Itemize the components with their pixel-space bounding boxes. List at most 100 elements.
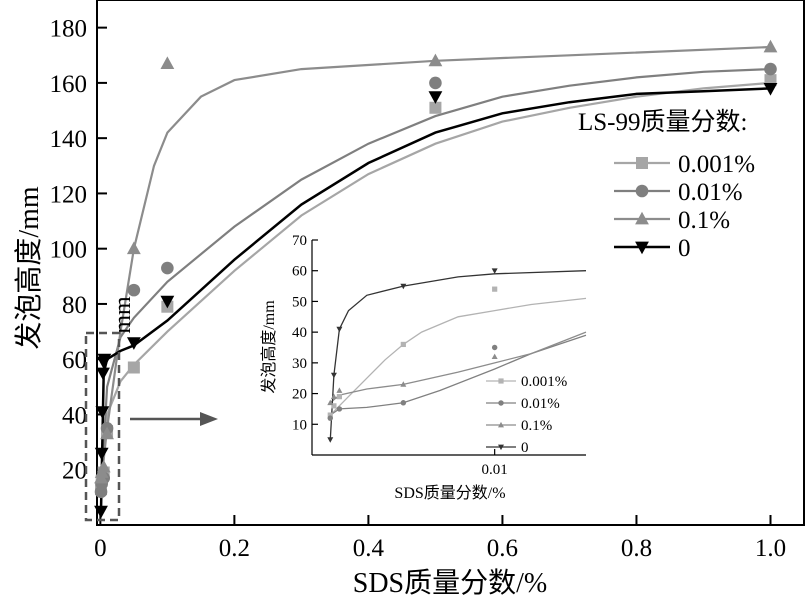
inset-point-triangle-up <box>400 381 407 387</box>
main-data-points <box>94 39 778 519</box>
main-point-triangle-down <box>94 505 108 519</box>
main-point-triangle-down <box>160 295 175 309</box>
main-point-triangle-up <box>126 241 141 255</box>
inset-y-tick-label: 60 <box>292 264 307 280</box>
main-curve-triangle-up <box>99 45 771 484</box>
main-legend-items: 0.001%0.01%0.1%0 <box>614 151 755 262</box>
main-y-tick-label: 100 <box>50 237 88 264</box>
zoom-region-box <box>84 331 121 522</box>
main-legend: LS-99质量分数: 0.001%0.01%0.1%0 <box>578 108 755 262</box>
main-point-triangle-up <box>160 56 175 69</box>
inset-point-square <box>336 394 342 400</box>
main-point-circle <box>764 62 777 76</box>
inset-legend-label: 0.01% <box>521 396 560 412</box>
main-point-triangle-down <box>96 367 110 381</box>
inset-legend-label: 0 <box>521 440 529 456</box>
main-legend-label: 0.001% <box>678 151 755 178</box>
inset-point-square <box>327 412 333 418</box>
inset-axis-ticks: 0.01 10 20 30 40 50 60 70 <box>292 233 508 478</box>
inset-data-points <box>327 268 498 443</box>
inset-plot-area-bg <box>312 240 586 455</box>
main-x-tick-label: 0 <box>94 535 107 562</box>
inset-curve-square <box>329 297 587 416</box>
inset-point-triangle-down <box>491 268 498 274</box>
inset-y-tick-label: 10 <box>292 417 307 433</box>
main-y-tick-label: 60 <box>62 347 87 374</box>
main-legend-title: LS-99质量分数: <box>578 108 747 136</box>
main-point-triangle-down <box>763 83 778 96</box>
main-y-tick-label: 180 <box>50 16 88 43</box>
inset-point-triangle-down <box>327 437 334 443</box>
main-point-circle <box>429 76 442 90</box>
main-legend-marker <box>635 211 649 225</box>
main-legend-label: 0.01% <box>678 179 743 206</box>
main-point-circle <box>127 283 141 297</box>
inset-curve-triangle-down <box>329 270 587 440</box>
inset-point-triangle-up <box>327 399 334 406</box>
inset-chart: 0.01 10 20 30 40 50 60 70 SDS质量分数/% 发泡高度/mm 0.0… <box>260 233 587 502</box>
inset-x-tick-label: 0.01 <box>482 462 508 478</box>
inset-curve-circle <box>329 334 587 416</box>
inset-point-triangle-down <box>336 326 343 333</box>
inset-y-tick-label: 70 <box>292 233 307 249</box>
main-x-axis-label: SDS质量分数/% <box>353 567 547 599</box>
inset-legend-marker <box>498 378 504 384</box>
inset-point-square <box>331 403 337 409</box>
inset-point-triangle-up <box>330 393 337 399</box>
main-y-tick-label: 40 <box>62 402 87 429</box>
inset-point-triangle-down <box>400 283 407 290</box>
inset-legend: 0.001% 0.01% 0.1% 0 <box>486 374 567 456</box>
main-fit-curves <box>99 45 771 512</box>
inset-point-triangle-up <box>491 353 498 360</box>
main-point-square <box>127 361 140 374</box>
main-curve-square <box>99 81 771 492</box>
main-curve-circle <box>99 68 771 492</box>
inset-x-axis-label: SDS质量分数/% <box>394 484 505 502</box>
main-point-triangle-down <box>97 353 112 367</box>
main-y-tick-label: 80 <box>62 292 87 319</box>
main-point-triangle-down <box>428 91 443 104</box>
main-legend-marker <box>635 241 649 255</box>
main-x-tick-label: 0.2 <box>219 535 250 562</box>
zoom-arrow-head <box>200 412 218 426</box>
inset-point-circle <box>327 415 333 421</box>
inset-point-triangle-down <box>330 372 337 379</box>
main-y-tick-label: 120 <box>50 181 88 208</box>
inset-point-circle <box>491 344 498 351</box>
main-legend-label: 0.1% <box>678 207 730 234</box>
inset-y-tick-label: 40 <box>292 325 307 341</box>
inset-y-tick-label: 30 <box>292 356 307 372</box>
main-point-triangle-up <box>428 53 443 67</box>
inset-y-tick-label: 20 <box>292 387 307 403</box>
inset-legend-marker <box>498 444 504 451</box>
main-chart: 0 0.2 0.4 0.6 0.8 1.020406080100120140160180 … <box>13 0 805 599</box>
main-point-triangle-up <box>96 459 111 473</box>
inset-legend-marker <box>498 400 504 406</box>
main-y-tick-label: 140 <box>50 126 88 153</box>
main-curve-triangle-down <box>99 87 771 512</box>
main-point-triangle-up <box>100 426 114 440</box>
inset-legend-marker <box>498 421 504 428</box>
inset-legend-label: 0.1% <box>521 418 552 434</box>
main-point-triangle-down <box>94 447 109 461</box>
main-legend-marker <box>635 184 649 198</box>
main-point-triangle-down <box>95 406 110 419</box>
main-point-triangle-down <box>126 337 141 350</box>
main-point-triangle-up <box>763 39 778 53</box>
inset-legend-label: 0.001% <box>521 374 567 390</box>
main-x-tick-label: 0.6 <box>487 535 518 562</box>
inset-point-triangle-up <box>336 387 343 393</box>
inset-curve-triangle-up <box>329 331 587 404</box>
main-y-tick-label: 20 <box>62 458 87 485</box>
inset-point-square <box>492 286 498 292</box>
inset-point-square <box>400 341 406 348</box>
main-x-tick-label: 0.4 <box>353 535 385 562</box>
main-y-tick-label: 160 <box>50 71 88 98</box>
inset-point-circle <box>336 406 343 412</box>
main-x-tick-label: 1.0 <box>755 535 786 562</box>
inset-point-circle <box>400 400 407 406</box>
inset-fit-curves <box>329 270 587 440</box>
main-x-tick-label: 0.8 <box>621 535 652 562</box>
inset-y-tick-label: 50 <box>292 294 307 310</box>
